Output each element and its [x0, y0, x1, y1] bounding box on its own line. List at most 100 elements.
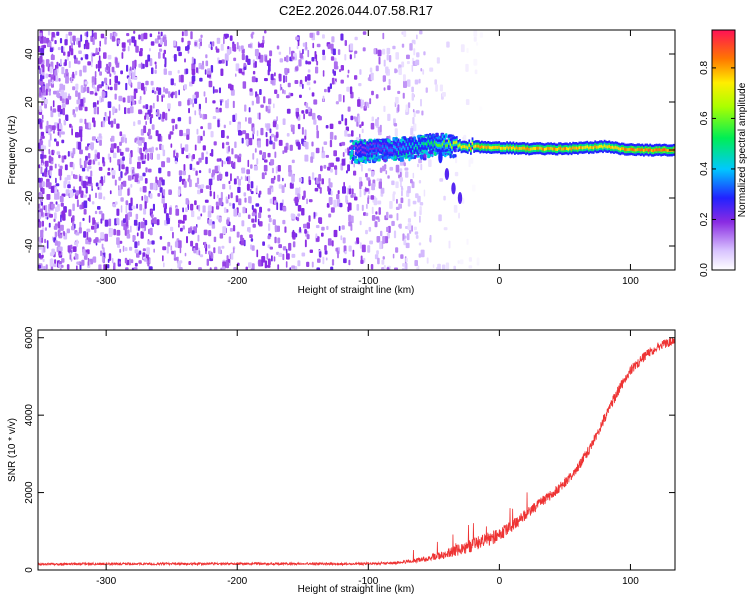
noise-cell: [282, 177, 284, 182]
noise-cell: [59, 175, 62, 181]
noise-cell: [343, 95, 345, 103]
noise-cell: [192, 75, 196, 82]
noise-cell: [213, 141, 217, 146]
noise-cell: [80, 85, 84, 93]
noise-cell: [184, 30, 188, 37]
noise-cell: [180, 227, 183, 232]
noise-cell: [423, 51, 426, 56]
noise-cell: [103, 196, 106, 200]
noise-cell: [210, 252, 213, 259]
noise-cell: [126, 33, 130, 37]
noise-cell: [289, 144, 293, 151]
noise-cell: [95, 192, 97, 199]
noise-cell: [328, 213, 332, 218]
carrier-cell: [547, 146, 549, 150]
noise-cell: [246, 169, 250, 175]
noise-cell: [371, 90, 374, 96]
noise-cell: [252, 70, 256, 75]
noise-cell: [53, 218, 56, 222]
carrier-cell: [444, 144, 447, 148]
noise-cell: [106, 264, 110, 269]
carrier-cell: [473, 145, 475, 149]
noise-cell: [414, 79, 419, 85]
noise-cell: [255, 215, 257, 223]
noise-cell: [203, 229, 208, 236]
carrier-cell: [496, 146, 499, 149]
noise-cell: [285, 261, 288, 268]
noise-cell: [237, 212, 241, 218]
noise-cell: [367, 77, 370, 81]
noise-cell: [184, 207, 188, 213]
noise-cell: [49, 170, 52, 176]
noise-cell: [60, 131, 65, 135]
noise-cell: [335, 247, 339, 252]
noise-cell: [405, 242, 410, 249]
colorbar-bar: [711, 29, 736, 271]
noise-cell: [224, 53, 229, 62]
noise-cell: [44, 238, 47, 244]
noise-cell: [321, 150, 326, 159]
noise-cell: [272, 219, 276, 225]
noise-cell: [282, 118, 286, 125]
noise-cell: [250, 244, 252, 250]
noise-cell: [77, 141, 82, 150]
noise-cell: [393, 230, 397, 239]
noise-cell: [120, 197, 124, 202]
noise-cell: [416, 34, 418, 40]
noise-cell: [111, 66, 115, 73]
noise-cell: [443, 195, 446, 201]
noise-cell: [199, 108, 201, 116]
noise-cell: [60, 224, 64, 231]
carrier-cell: [507, 146, 510, 150]
noise-cell: [55, 177, 57, 184]
noise-cell: [258, 259, 262, 267]
noise-cell: [268, 223, 271, 231]
transition-cell: [428, 135, 431, 139]
noise-cell: [48, 222, 51, 228]
noise-cell: [331, 77, 335, 85]
noise-cell: [97, 224, 99, 229]
noise-cell: [76, 265, 78, 270]
noise-cell: [59, 131, 62, 138]
noise-cell: [127, 39, 131, 43]
noise-cell: [195, 91, 199, 98]
noise-cell: [200, 34, 203, 38]
noise-cell: [375, 216, 380, 220]
noise-cell: [198, 170, 202, 174]
noise-cell: [251, 245, 255, 251]
transition-cell: [430, 154, 434, 157]
noise-cell: [147, 153, 150, 161]
noise-cell: [362, 99, 364, 106]
noise-cell: [76, 261, 80, 265]
carrier-cell: [663, 148, 666, 152]
x-tick-label: -100: [358, 576, 378, 587]
downchirp-cell: [457, 192, 463, 204]
noise-cell: [126, 233, 131, 239]
noise-cell: [325, 154, 329, 158]
noise-cell: [244, 104, 247, 112]
noise-cell: [48, 148, 51, 155]
noise-cell: [101, 243, 104, 249]
noise-cell: [40, 166, 43, 175]
noise-cell: [54, 138, 57, 142]
noise-cell: [332, 69, 334, 74]
noise-cell: [238, 198, 242, 206]
noise-cell: [139, 175, 143, 181]
noise-cell: [98, 55, 101, 62]
noise-cell: [389, 166, 394, 171]
noise-cell: [75, 90, 78, 97]
noise-cell: [247, 227, 251, 232]
noise-cell: [278, 139, 283, 146]
noise-cell: [194, 144, 197, 151]
noise-cell: [97, 100, 99, 105]
carrier-cell: [610, 146, 612, 149]
noise-cell: [238, 153, 242, 158]
noise-cell: [133, 219, 138, 226]
noise-cell: [61, 66, 65, 75]
noise-cell: [308, 215, 311, 222]
noise-cell: [146, 114, 150, 120]
noise-cell: [54, 186, 58, 194]
noise-cell: [268, 105, 271, 110]
noise-cell: [142, 172, 146, 177]
noise-cell: [189, 179, 192, 188]
